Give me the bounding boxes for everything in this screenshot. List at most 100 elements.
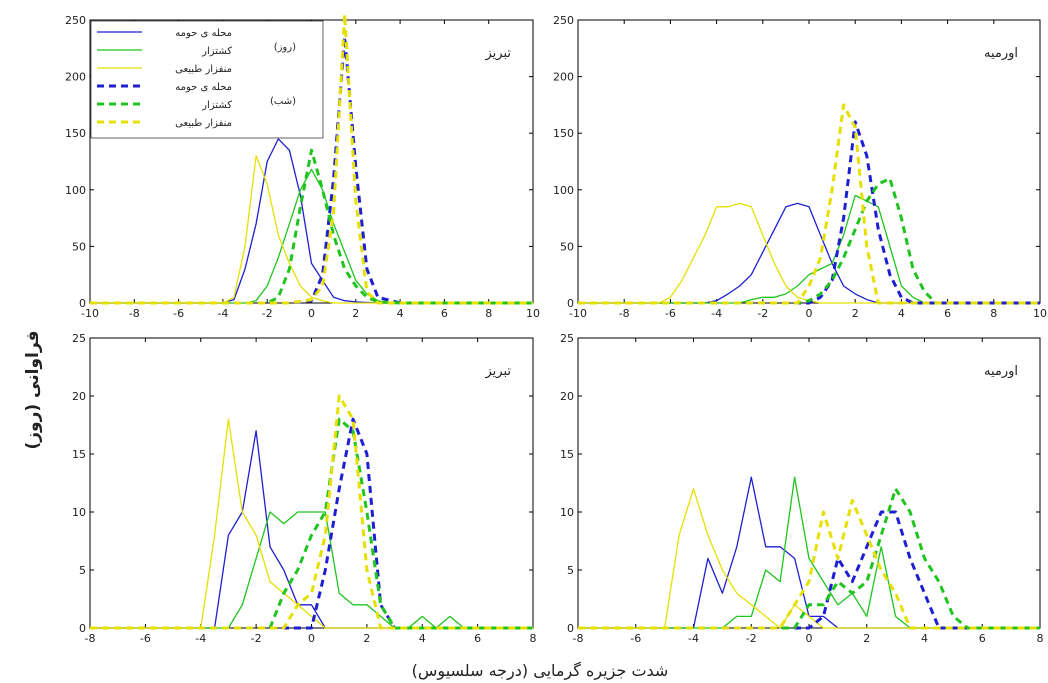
legend: محله ی حومه کشتزار منفزار طبیعی محله ی حومه…: [90, 20, 324, 139]
y-tick-label: 50: [72, 240, 86, 253]
legend-label: محله ی حومه: [175, 28, 232, 39]
y-tick-label: 5: [567, 564, 574, 577]
legend-group-day: (روز): [274, 42, 296, 53]
y-tick-label: 250: [553, 14, 574, 27]
x-tick-label: 4: [397, 307, 404, 320]
x-tick-label: -2: [757, 307, 768, 320]
plot-frame: [577, 337, 1041, 629]
legend-label: کشتزار: [201, 46, 232, 57]
series-line: [578, 194, 1040, 304]
x-tick-label: 2: [852, 307, 859, 320]
y-tick-label: 10: [560, 506, 574, 519]
x-tick-label: 4: [921, 632, 928, 645]
series-line: [578, 103, 1040, 305]
y-axis-label: فراوانی (روز): [23, 330, 43, 449]
series-line: [578, 202, 1040, 304]
legend-label: منفزار طبیعی: [175, 64, 232, 75]
x-tick-label: 4: [419, 632, 426, 645]
y-tick-label: 200: [65, 71, 86, 84]
x-tick-label: -4: [711, 307, 722, 320]
x-tick-label: -10: [81, 307, 99, 320]
x-tick-label: -8: [619, 307, 630, 320]
legend-group-night: (شب): [270, 96, 296, 107]
y-tick-label: 20: [560, 390, 574, 403]
y-tick-label: 250: [65, 14, 86, 27]
x-tick-label: 2: [352, 307, 359, 320]
legend-box: [90, 20, 324, 139]
x-tick-label: 2: [863, 632, 870, 645]
x-tick-label: 8: [1037, 632, 1044, 645]
plot-frame: [89, 337, 534, 629]
y-tick-label: 100: [65, 184, 86, 197]
y-tick-label: 100: [553, 184, 574, 197]
x-tick-label: 6: [979, 632, 986, 645]
x-tick-label: -8: [573, 632, 584, 645]
series-line: [90, 155, 533, 304]
x-tick-label: 10: [526, 307, 540, 320]
panel-3: -8 -6 -4 -2 0 2 4 6 8 0 5 10 15 20 25 تبریز: [72, 332, 537, 645]
x-tick-label: 4: [898, 307, 905, 320]
series-line: [578, 177, 1040, 305]
x-axis-label: شدت جزیره گرمایی (درجه سلسیوس): [412, 661, 669, 681]
y-tick-label: 0: [567, 622, 574, 635]
panels: -10 -8 -6 -4 -2 0 2 4 6 8 10050100150200250تبریز-1…: [65, 12, 1047, 645]
series-line: [578, 498, 1040, 630]
y-tick-label: 15: [72, 448, 86, 461]
x-tick-label: 2: [363, 632, 370, 645]
x-tick-label: -8: [129, 307, 140, 320]
x-tick-label: 0: [308, 632, 315, 645]
legend-label: کشتزار: [201, 100, 232, 111]
x-tick-label: 0: [308, 307, 315, 320]
x-tick-label: -2: [251, 632, 262, 645]
x-tick-label: 6: [944, 307, 951, 320]
x-tick-label: 8: [990, 307, 997, 320]
plot-frame: [577, 19, 1041, 304]
y-tick-label: 50: [560, 240, 574, 253]
x-tick-label: 6: [441, 307, 448, 320]
y-tick-label: 0: [79, 297, 86, 310]
series-line: [90, 417, 533, 630]
y-tick-label: 10: [72, 506, 86, 519]
y-tick-label: 0: [79, 622, 86, 635]
x-tick-label: -6: [140, 632, 151, 645]
y-tick-label: 5: [79, 564, 86, 577]
x-tick-label: 0: [806, 307, 813, 320]
x-tick-label: -4: [688, 632, 699, 645]
series-line: [578, 510, 1040, 630]
panel-title: تبریز: [484, 46, 511, 61]
panel-title: اورمیه: [984, 364, 1018, 379]
series-line: [578, 476, 1040, 629]
series-line: [90, 148, 533, 305]
x-tick-label: -6: [630, 632, 641, 645]
x-tick-label: 6: [474, 632, 481, 645]
x-tick-label: -10: [569, 307, 587, 320]
y-tick-label: 15: [560, 448, 574, 461]
panel-title: تبریز: [484, 364, 511, 379]
x-tick-label: -2: [262, 307, 273, 320]
x-tick-label: -6: [665, 307, 676, 320]
x-tick-label: 0: [806, 632, 813, 645]
panel-4: -8 -6 -4 -2 0 2 4 6 8 0 5 10 15 20 25 اورمیه: [560, 332, 1044, 645]
y-tick-label: 25: [560, 332, 574, 345]
series-line: [578, 476, 1040, 629]
x-tick-label: -8: [85, 632, 96, 645]
y-tick-label: 150: [65, 127, 86, 140]
legend-label: محله ی حومه: [175, 82, 232, 93]
x-tick-label: -6: [173, 307, 184, 320]
x-tick-label: -2: [746, 632, 757, 645]
series-line: [90, 511, 533, 629]
y-tick-label: 25: [72, 332, 86, 345]
series-line: [90, 138, 533, 304]
y-tick-label: 150: [553, 127, 574, 140]
series-line: [90, 12, 533, 305]
series-line: [578, 488, 1040, 629]
x-tick-label: 10: [1033, 307, 1047, 320]
x-tick-label: 8: [485, 307, 492, 320]
panel-title: اورمیه: [984, 46, 1018, 61]
series-line: [578, 120, 1040, 305]
legend-label: منفزار طبیعی: [175, 118, 232, 129]
series-line: [90, 394, 533, 630]
y-tick-label: 0: [567, 297, 574, 310]
